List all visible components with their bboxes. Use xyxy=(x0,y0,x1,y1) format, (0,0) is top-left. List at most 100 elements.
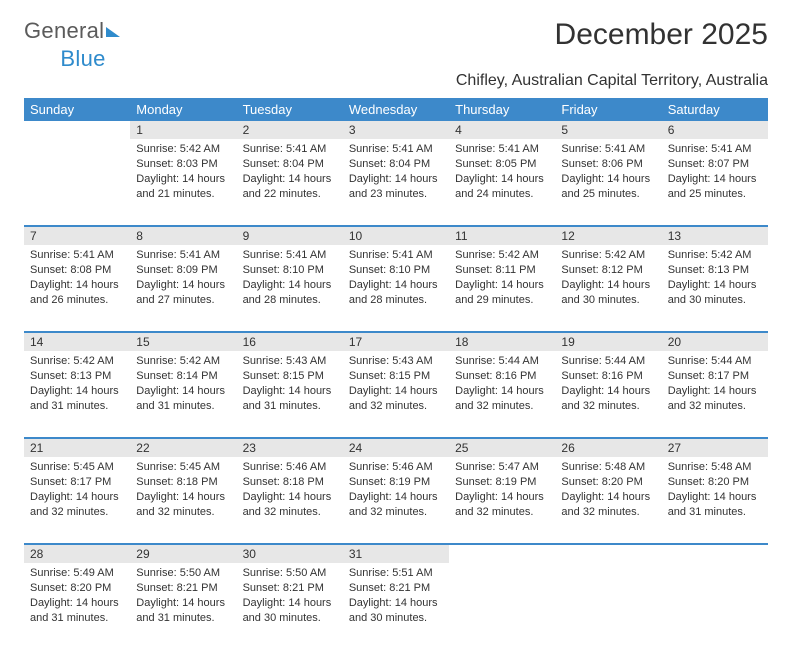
sunset-text: Sunset: 8:16 PM xyxy=(455,369,549,384)
sunrise-text: Sunrise: 5:44 AM xyxy=(561,354,655,369)
day-number xyxy=(555,545,661,563)
daylight-text: Daylight: 14 hours xyxy=(136,172,230,187)
sunrise-text: Sunrise: 5:49 AM xyxy=(30,566,124,581)
sunrise-text: Sunrise: 5:43 AM xyxy=(349,354,443,369)
day-cell: Sunrise: 5:42 AMSunset: 8:03 PMDaylight:… xyxy=(130,139,236,225)
day-cell: Sunrise: 5:44 AMSunset: 8:16 PMDaylight:… xyxy=(449,351,555,437)
day-number: 13 xyxy=(662,227,768,245)
sunrise-text: Sunrise: 5:50 AM xyxy=(136,566,230,581)
col-thursday: Thursday xyxy=(449,98,555,121)
weekday-header-row: Sunday Monday Tuesday Wednesday Thursday… xyxy=(24,98,768,121)
day-cell: Sunrise: 5:41 AMSunset: 8:06 PMDaylight:… xyxy=(555,139,661,225)
sunset-text: Sunset: 8:04 PM xyxy=(349,157,443,172)
sunset-text: Sunset: 8:12 PM xyxy=(561,263,655,278)
content-row: Sunrise: 5:42 AM Sunset: 8:13 PM Daylight:… xyxy=(24,351,768,437)
day-number: 21 xyxy=(24,439,130,457)
day-cell: Sunrise: 5:42 AMSunset: 8:11 PMDaylight:… xyxy=(449,245,555,331)
daylight-text: Daylight: 14 hours xyxy=(136,490,230,505)
daylight-text2: and 28 minutes. xyxy=(349,293,443,308)
day-cell: Sunrise: 5:46 AMSunset: 8:18 PMDaylight:… xyxy=(237,457,343,543)
page-title: December 2025 xyxy=(555,18,768,52)
day-number: 4 xyxy=(449,121,555,139)
daylight-text: Daylight: 14 hours xyxy=(243,490,337,505)
day-number: 16 xyxy=(237,333,343,351)
content-row: Sunrise: 5:49 AMSunset: 8:20 PMDaylight:… xyxy=(24,563,768,649)
sunset-text: Sunset: 8:13 PM xyxy=(668,263,762,278)
sunset-text: Sunset: 8:18 PM xyxy=(136,475,230,490)
daylight-text2: and 32 minutes. xyxy=(561,505,655,520)
day-number xyxy=(24,121,130,139)
brand-word2: Blue xyxy=(60,46,105,72)
sunrise-text: Sunrise: 5:41 AM xyxy=(349,142,443,157)
sunset-text: Sunset: 8:19 PM xyxy=(455,475,549,490)
day-number: 12 xyxy=(555,227,661,245)
daylight-text2: and 24 minutes. xyxy=(455,187,549,202)
day-number: 7 xyxy=(24,227,130,245)
sunset-text: Sunset: 8:13 PM xyxy=(30,369,124,384)
day-cell: Sunrise: 5:48 AMSunset: 8:20 PMDaylight:… xyxy=(555,457,661,543)
day-number: 8 xyxy=(130,227,236,245)
daylight-text: Daylight: 14 hours xyxy=(455,384,549,399)
day-cell: Sunrise: 5:42 AMSunset: 8:13 PMDaylight:… xyxy=(662,245,768,331)
sunrise-text: Sunrise: 5:41 AM xyxy=(243,248,337,263)
daylight-text2: and 26 minutes. xyxy=(30,293,124,308)
day-number: 2 xyxy=(237,121,343,139)
sunrise-text: Sunrise: 5:42 AM xyxy=(136,354,230,369)
daylight-text: Daylight: 14 hours xyxy=(30,596,124,611)
daylight-text: Daylight: 14 hours xyxy=(136,278,230,293)
day-number: 18 xyxy=(449,333,555,351)
day-cell xyxy=(449,563,555,649)
daylight-text2: and 25 minutes. xyxy=(668,187,762,202)
daylight-text2: and 27 minutes. xyxy=(136,293,230,308)
day-number: 20 xyxy=(662,333,768,351)
sunset-text: Sunset: 8:07 PM xyxy=(668,157,762,172)
daylight-text: Daylight: 14 hours xyxy=(561,384,655,399)
sunrise-text: Sunrise: 5:42 AM xyxy=(136,142,230,157)
day-cell: Sunrise: 5:47 AMSunset: 8:19 PMDaylight:… xyxy=(449,457,555,543)
day-cell: Sunrise: 5:49 AMSunset: 8:20 PMDaylight:… xyxy=(24,563,130,649)
day-cell: Sunrise: 5:41 AMSunset: 8:07 PMDaylight:… xyxy=(662,139,768,225)
sunrise-text: Sunrise: 5:44 AM xyxy=(668,354,762,369)
sunrise-text: Sunrise: 5:42 AM xyxy=(455,248,549,263)
daylight-text: Daylight: 14 hours xyxy=(668,384,762,399)
daylight-text2: and 31 minutes. xyxy=(30,611,124,626)
day-number: 6 xyxy=(662,121,768,139)
sunset-text: Sunset: 8:05 PM xyxy=(455,157,549,172)
sunrise-text: Sunrise: 5:48 AM xyxy=(561,460,655,475)
daylight-text2: and 32 minutes. xyxy=(349,399,443,414)
day-number: 17 xyxy=(343,333,449,351)
day-number: 22 xyxy=(130,439,236,457)
sunset-text: Sunset: 8:06 PM xyxy=(561,157,655,172)
col-monday: Monday xyxy=(130,98,236,121)
sunset-text: Sunset: 8:16 PM xyxy=(561,369,655,384)
sunset-text: Sunset: 8:15 PM xyxy=(349,369,443,384)
sunrise-text: Sunrise: 5:42 AM xyxy=(561,248,655,263)
day-cell: Sunrise: 5:44 AMSunset: 8:17 PMDaylight:… xyxy=(662,351,768,437)
daylight-text2: and 25 minutes. xyxy=(561,187,655,202)
day-cell: Sunrise: 5:41 AMSunset: 8:08 PMDaylight:… xyxy=(24,245,130,331)
sunset-text: Sunset: 8:09 PM xyxy=(136,263,230,278)
brand-logo: General xyxy=(24,18,121,44)
daylight-text2: and 32 minutes. xyxy=(349,505,443,520)
day-cell: Sunrise: 5:42 AMSunset: 8:12 PMDaylight:… xyxy=(555,245,661,331)
day-cell: Sunrise: 5:41 AMSunset: 8:04 PMDaylight:… xyxy=(343,139,449,225)
daylight-text2: and 29 minutes. xyxy=(455,293,549,308)
daylight-text: Daylight: 14 hours xyxy=(561,278,655,293)
day-number: 29 xyxy=(130,545,236,563)
daylight-text: Daylight: 14 hours xyxy=(136,596,230,611)
daylight-text2: and 28 minutes. xyxy=(243,293,337,308)
daylight-text: Daylight: 14 hours xyxy=(561,172,655,187)
sail-icon xyxy=(106,27,120,37)
day-number xyxy=(449,545,555,563)
day-number: 23 xyxy=(237,439,343,457)
sunrise-text: Sunrise: 5:46 AM xyxy=(349,460,443,475)
sunrise-text: Sunrise: 5:46 AM xyxy=(243,460,337,475)
daylight-text2: and 31 minutes. xyxy=(30,399,124,414)
location-subtitle: Chifley, Australian Capital Territory, A… xyxy=(24,72,768,90)
sunset-text: Sunset: 8:20 PM xyxy=(561,475,655,490)
sunset-text: Sunset: 8:21 PM xyxy=(136,581,230,596)
daynum-row: 123456 xyxy=(24,121,768,139)
day-cell xyxy=(662,563,768,649)
day-number: 1 xyxy=(130,121,236,139)
daylight-text: Daylight: 14 hours xyxy=(668,278,762,293)
